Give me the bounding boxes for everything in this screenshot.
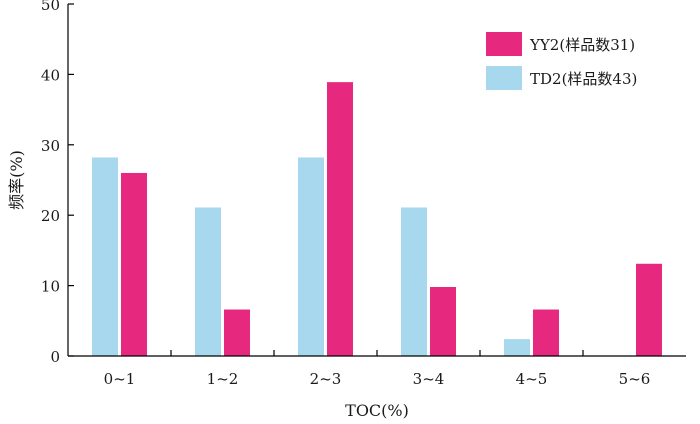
bar-yy2-4	[533, 309, 559, 356]
x-axis-title: TOC(%)	[345, 401, 409, 420]
x-tick-label-4: 4~5	[516, 370, 548, 388]
x-tick-label-2: 2~3	[310, 370, 342, 388]
legend-label-td2: TD2(样品数43)	[530, 70, 637, 88]
legend-swatch-yy2	[486, 32, 522, 56]
bar-td2-0	[92, 157, 118, 356]
x-tick-label-1: 1~2	[207, 370, 239, 388]
y-tick-label-40: 40	[41, 66, 60, 84]
bar-td2-3	[401, 207, 427, 356]
bar-yy2-3	[430, 287, 456, 356]
bar-yy2-0	[121, 172, 147, 356]
x-tick-label-5: 5~6	[619, 370, 651, 388]
bar-td2-1	[195, 207, 221, 356]
bars	[92, 82, 662, 357]
x-tick-label-0: 0~1	[104, 370, 136, 388]
y-axis-ticks: 0 10 20 30 40 50	[41, 0, 74, 366]
y-tick-label-20: 20	[41, 207, 60, 225]
bar-td2-2	[298, 157, 324, 356]
bar-td2-4	[504, 339, 530, 356]
legend-swatch-td2	[486, 66, 522, 90]
bar-yy2-1	[224, 309, 250, 356]
y-axis-title: 频率(%)	[7, 150, 26, 210]
x-tick-label-3: 3~4	[413, 370, 445, 388]
y-tick-label-30: 30	[41, 137, 60, 155]
y-tick-label-50: 50	[41, 0, 60, 14]
legend: YY2(样品数31) TD2(样品数43)	[486, 32, 637, 90]
bar-yy2-5	[636, 263, 662, 356]
y-tick-label-10: 10	[41, 278, 60, 296]
bar-yy2-2	[327, 82, 353, 357]
x-axis-ticks: 0~1 1~2 2~3 3~4 4~5 5~6	[104, 350, 651, 388]
legend-label-yy2: YY2(样品数31)	[529, 36, 635, 54]
y-tick-label-0: 0	[50, 348, 60, 366]
